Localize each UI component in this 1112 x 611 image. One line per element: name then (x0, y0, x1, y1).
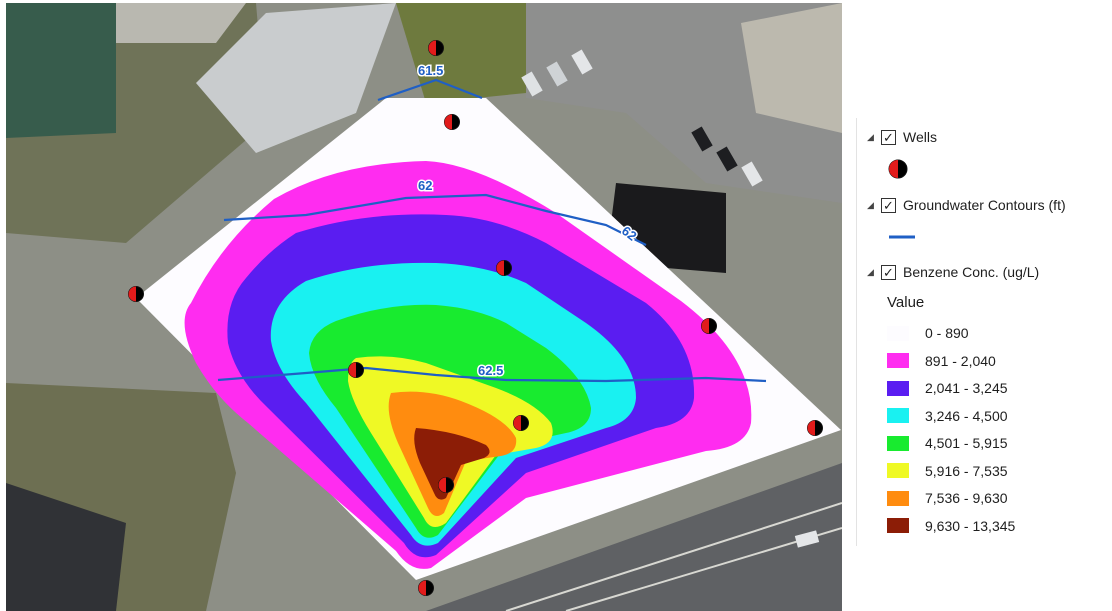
well-symbol-icon (887, 158, 909, 183)
legend-class-label: 0 - 890 (925, 325, 969, 341)
legend-class-row: 3,246 - 4,500 (887, 406, 1008, 426)
legend-class-row: 2,041 - 3,245 (887, 378, 1008, 398)
basemap-road (426, 463, 842, 611)
benzene-concentration-layer (136, 98, 841, 580)
groundwater-contours-layer: 61.5 62 62 62.5 (217, 62, 767, 383)
legend-layer-benzene[interactable]: ◢ ✓ Benzene Conc. (ug/L) (867, 261, 1039, 283)
well-marker-icon[interactable] (438, 477, 454, 493)
legend-class-label: 2,041 - 3,245 (925, 380, 1008, 396)
legend-class-row: 9,630 - 13,345 (887, 516, 1015, 536)
contour-label: 62 (418, 178, 432, 193)
well-marker-icon[interactable] (348, 362, 364, 378)
layer-visibility-checkbox[interactable]: ✓ (881, 129, 896, 145)
legend-swatch (887, 408, 909, 423)
basemap-lower-roof (6, 483, 126, 611)
groundwater-contour-line (217, 366, 767, 383)
legend-swatch (887, 380, 909, 396)
basemap-parked-cars (521, 49, 820, 548)
groundwater-contour-line (377, 78, 483, 102)
legend-class-row: 891 - 2,040 (887, 351, 996, 371)
aerial-map[interactable]: 61.5 62 62 62.5 (6, 3, 842, 611)
legend-swatch (887, 518, 909, 533)
contour-label: 61.5 (418, 63, 443, 78)
basemap-road-marking (505, 502, 842, 611)
well-marker-icon[interactable] (513, 415, 529, 431)
well-marker-icon[interactable] (701, 318, 717, 334)
well-marker-icon[interactable] (128, 286, 144, 302)
basemap-light-pavement (741, 3, 842, 133)
legend-swatch (887, 435, 909, 451)
legend-class-label: 9,630 - 13,345 (925, 517, 1016, 534)
legend-value-header: Value (887, 294, 925, 311)
contour-line-symbol-icon (887, 226, 917, 251)
map-legend: ◢ ✓ Wells ◢ ✓ Groundwater Contours (ft) … (856, 118, 1112, 546)
legend-class-label: 891 - 2,040 (925, 352, 996, 369)
legend-swatch (887, 490, 909, 506)
layer-name: Benzene Conc. (ug/L) (903, 264, 1040, 280)
collapse-arrow-icon[interactable]: ◢ (867, 199, 874, 210)
well-marker-icon[interactable] (444, 114, 460, 130)
legend-swatch (887, 325, 909, 341)
legend-class-label: 7,536 - 9,630 (925, 490, 1008, 506)
collapse-arrow-icon[interactable]: ◢ (867, 266, 874, 277)
layer-name: Wells (903, 129, 937, 145)
layer-visibility-checkbox[interactable]: ✓ (881, 197, 896, 213)
legend-class-label: 4,501 - 5,915 (925, 435, 1008, 451)
legend-class-label: 3,246 - 4,500 (925, 407, 1008, 424)
well-marker-icon[interactable] (418, 580, 434, 596)
layer-visibility-checkbox[interactable]: ✓ (881, 264, 896, 280)
well-marker-icon[interactable] (496, 260, 512, 276)
basemap-grass-area (396, 3, 526, 103)
layer-name: Groundwater Contours (ft) (903, 197, 1066, 213)
legend-class-row: 4,501 - 5,915 (887, 433, 1008, 453)
legend-class-row: 0 - 890 (887, 323, 969, 343)
legend-class-row: 7,536 - 9,630 (887, 488, 1008, 508)
basemap-road-marking (565, 527, 842, 611)
wells-layer (128, 40, 823, 596)
legend-class-label: 5,916 - 7,535 (925, 462, 1008, 479)
legend-swatch (887, 353, 909, 368)
map-view[interactable]: 61.5 62 62 62.5 (6, 3, 842, 611)
contour-label: 62.5 (478, 363, 503, 378)
legend-layer-contours[interactable]: ◢ ✓ Groundwater Contours (ft) (867, 194, 1066, 216)
well-marker-icon[interactable] (428, 40, 444, 56)
legend-swatch (887, 463, 909, 478)
legend-class-row: 5,916 - 7,535 (887, 461, 1008, 481)
well-marker-icon[interactable] (807, 420, 823, 436)
groundwater-contour-line (223, 193, 647, 246)
collapse-arrow-icon[interactable]: ◢ (867, 131, 874, 142)
concentration-class-9630-13345 (414, 428, 490, 500)
legend-layer-wells[interactable]: ◢ ✓ Wells (867, 126, 937, 148)
basemap-gray-roof-building (196, 3, 396, 153)
basemap-paved-area (116, 3, 246, 43)
basemap-green-roof-building (6, 3, 116, 138)
